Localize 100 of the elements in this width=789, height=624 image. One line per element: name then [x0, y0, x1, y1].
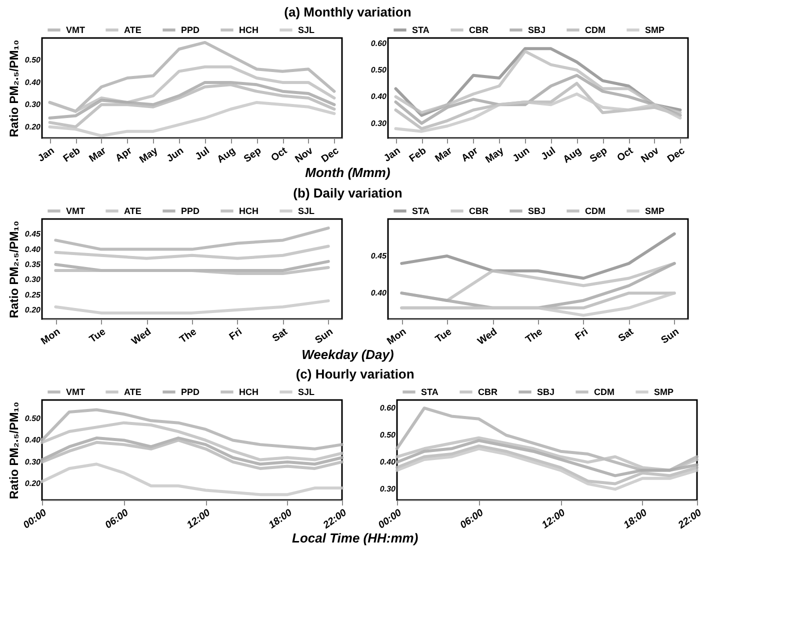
y-tick-label: 0.35 — [24, 260, 42, 269]
legend-label: SBJ — [537, 387, 555, 397]
x-tick-label: Wed — [130, 326, 154, 348]
y-tick-label: 0.20 — [24, 479, 42, 488]
y-tick-label: 0.40 — [380, 458, 396, 467]
x-tick-label: Mon — [39, 326, 62, 348]
x-tick-label: Tue — [434, 326, 454, 346]
x-tick-label: Sun — [313, 326, 336, 346]
y-tick-label: 0.30 — [24, 457, 42, 466]
y-tick-label: 0.50 — [24, 414, 42, 423]
y-tick-label: 0.30 — [24, 100, 42, 110]
x-tick-label: Dec — [320, 145, 342, 166]
x-tick-label: Sep — [242, 146, 264, 166]
y-tick-label: 0.60 — [370, 38, 388, 48]
legend-label: CDM — [585, 25, 606, 35]
x-axis-title: Month (Mmm) — [305, 165, 390, 180]
x-tick-label: Jun — [165, 146, 186, 165]
y-tick-label: 0.40 — [370, 92, 388, 102]
y-tick-label: 0.40 — [24, 78, 42, 87]
legend-label: HCH — [239, 25, 258, 35]
y-tick-label: 0.50 — [380, 430, 396, 440]
x-tick-label: Tue — [88, 326, 108, 346]
legend-label: SMP — [645, 25, 665, 35]
legend-label: VMT — [66, 25, 86, 35]
legend-label: HCH — [239, 387, 258, 397]
chart-title: (a) Monthly variation — [284, 4, 412, 20]
x-tick-label: Sep — [588, 146, 610, 166]
x-tick-label: Jan — [36, 146, 57, 164]
legend-label: VMT — [66, 387, 86, 397]
y-tick-label: 0.40 — [24, 436, 42, 445]
y-axis-title: Ratio PM₂.₅/PM₁₀ — [6, 402, 21, 500]
legend-label: ATE — [124, 387, 142, 397]
x-tick-label: Aug — [561, 146, 584, 166]
legend-label: ATE — [124, 25, 142, 35]
legend-label: SMP — [645, 206, 665, 216]
legend-label: STA — [412, 206, 430, 216]
x-tick-label: Nov — [293, 145, 316, 166]
y-tick-label: 0.45 — [24, 230, 42, 239]
series-label: STA — [421, 387, 439, 397]
legend-label: SMP — [654, 387, 674, 397]
x-tick-label: Sat — [616, 326, 636, 344]
legend-label: SBJ — [528, 25, 546, 35]
legend-label: CBR — [469, 206, 489, 216]
x-tick-label: Mar — [433, 145, 454, 165]
x-tick-label: May — [484, 145, 506, 166]
x-tick-label: Sun — [659, 326, 682, 346]
chart-title: (c) Hourly variation — [296, 366, 414, 382]
y-tick-label: 0.20 — [24, 305, 42, 314]
x-tick-label: Mar — [87, 145, 108, 165]
legend-label: HCH — [239, 206, 258, 216]
y-axis-title: Ratio PM₂.₅/PM₁₀ — [6, 220, 21, 318]
x-tick-label: Dec — [666, 145, 688, 166]
x-tick-label: Wed — [476, 326, 500, 348]
y-tick-label: 0.30 — [380, 484, 396, 494]
y-tick-label: 0.50 — [370, 66, 388, 74]
chart-title: (b) Daily variation — [293, 185, 402, 200]
legend-label: CBR — [478, 387, 498, 397]
x-tick-label: Feb — [62, 146, 82, 165]
x-tick-label: Nov — [639, 145, 662, 166]
x-tick-label: The — [524, 326, 546, 346]
x-tick-label: Sat — [270, 326, 290, 344]
x-tick-label: Oct — [269, 145, 290, 164]
y-tick-label: 0.30 — [24, 275, 42, 284]
x-tick-label: Fri — [573, 326, 590, 343]
legend-label: SJL — [298, 25, 316, 35]
legend-label: CBR — [469, 25, 489, 35]
x-tick-label: Apr — [114, 145, 134, 164]
legend-label: CDM — [585, 206, 606, 216]
x-tick-label: Oct — [615, 145, 636, 164]
legend-label: VMT — [66, 206, 86, 216]
x-tick-label: Jan — [382, 146, 403, 164]
legend-label: SJL — [298, 206, 316, 216]
y-tick-label: 0.25 — [24, 290, 42, 300]
legend-label: SBJ — [528, 206, 546, 216]
x-tick-label: Feb — [408, 146, 428, 165]
x-tick-label: May — [138, 145, 160, 166]
x-tick-label: Mon — [385, 326, 408, 348]
x-axis-title: Weekday (Day) — [302, 346, 394, 362]
y-axis-title: Ratio PM₂.₅/PM₁₀ — [6, 40, 21, 138]
legend-label: STA — [412, 25, 430, 35]
legend-label: PPD — [181, 206, 200, 216]
y-tick-label: 0.40 — [24, 244, 42, 254]
x-tick-label: Aug — [215, 146, 238, 166]
x-tick-label: Jun — [511, 146, 532, 165]
legend-label: PPD — [181, 387, 200, 397]
y-tick-label: 0.45 — [370, 252, 388, 261]
x-axis-title: Local Time (HH:mm) — [292, 530, 418, 546]
legend-label: SJL — [298, 387, 316, 397]
x-tick-label: The — [178, 326, 200, 346]
y-tick-label: 0.40 — [370, 288, 388, 298]
legend-label: PPD — [181, 25, 200, 35]
x-tick-label: Jul — [194, 145, 212, 163]
y-tick-label: 0.30 — [370, 118, 388, 128]
legend-label: CDM — [594, 387, 614, 397]
x-tick-label: Jul — [540, 145, 558, 163]
x-tick-label: Fri — [227, 326, 244, 343]
x-tick-label: Apr — [460, 145, 480, 164]
y-tick-label: 0.20 — [24, 122, 42, 132]
y-tick-label: 0.50 — [24, 56, 42, 65]
y-tick-label: 0.60 — [380, 404, 396, 413]
